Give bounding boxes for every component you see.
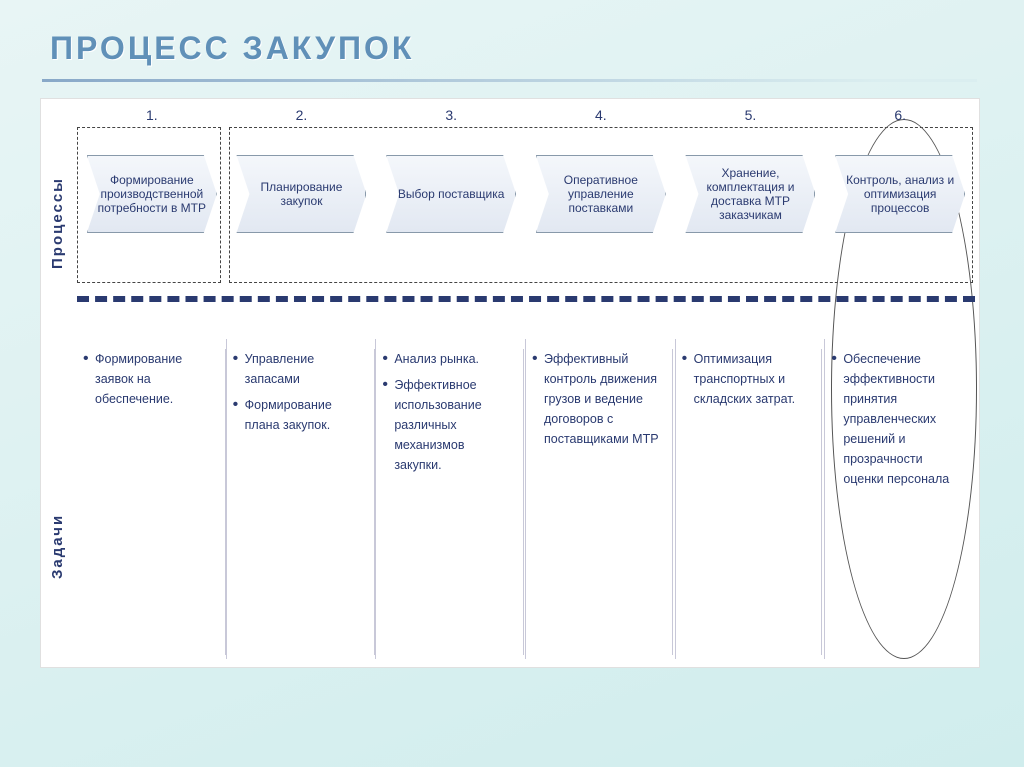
col-separator — [523, 349, 524, 655]
tasks-col-6: Обеспечение эффективности принятия управ… — [825, 339, 975, 659]
tasks-col-2: Управление запасами Формирование плана з… — [227, 339, 377, 659]
col-separator — [225, 349, 226, 655]
list-item: Обеспечение эффективности принятия управ… — [831, 349, 965, 489]
tasks-col-3: Анализ рынка. Эффективное использование … — [376, 339, 526, 659]
diagram-panel: Процессы Задачи 1. 2. 3. 4. 5. 6. Формир… — [40, 98, 980, 668]
process-box-6: Контроль, анализ и оптимизация процессов — [835, 155, 965, 233]
col-num-5: 5. — [676, 107, 826, 129]
col-num-3: 3. — [376, 107, 526, 129]
process-box-3: Выбор поставщика — [386, 155, 516, 233]
col-separator — [821, 349, 822, 655]
diagram-grid: 1. 2. 3. 4. 5. 6. Формирование производс… — [77, 107, 975, 659]
section-divider — [77, 259, 975, 339]
col-num-4: 4. — [526, 107, 676, 129]
col-num-6: 6. — [825, 107, 975, 129]
tasks-col-5: Оптимизация транспортных и складских зат… — [676, 339, 826, 659]
process-box-1: Формирование производственной потребност… — [87, 155, 217, 233]
list-item: Оптимизация транспортных и складских зат… — [682, 349, 815, 409]
list-item: Формирование заявок на обеспечение. — [83, 349, 216, 409]
list-item: Формирование плана закупок. — [233, 395, 366, 435]
list-item: Эффективный контроль движения грузов и в… — [532, 349, 665, 449]
process-box-5: Хранение, комплектация и доставка МТР за… — [685, 155, 815, 233]
list-item: Управление запасами — [233, 349, 366, 389]
col-separator — [672, 349, 673, 655]
col-num-2: 2. — [227, 107, 377, 129]
col-num-1: 1. — [77, 107, 227, 129]
process-box-2: Планирование закупок — [236, 155, 366, 233]
tasks-col-4: Эффективный контроль движения грузов и в… — [526, 339, 676, 659]
page-title: ПРОЦЕСС ЗАКУПОК — [50, 30, 1014, 67]
list-item: Эффективное использование различных меха… — [382, 375, 515, 475]
col-separator — [374, 349, 375, 655]
row-label-tasks: Задачи — [49, 514, 66, 579]
tasks-col-1: Формирование заявок на обеспечение. — [77, 339, 227, 659]
list-item: Анализ рынка. — [382, 349, 515, 369]
row-label-processes: Процессы — [49, 177, 66, 269]
process-box-4: Оперативное управление поставками — [536, 155, 666, 233]
title-underline — [42, 79, 977, 82]
